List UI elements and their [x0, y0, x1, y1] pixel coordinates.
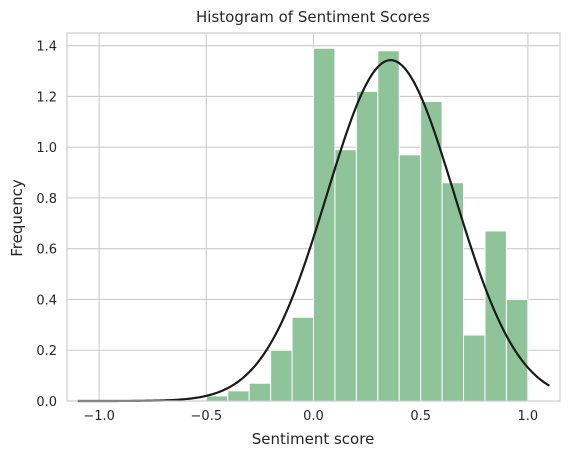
y-axis-label: Frequency: [8, 179, 26, 257]
histogram-bar: [205, 395, 229, 402]
y-tick-label: 1.0: [36, 141, 57, 156]
y-tick-label: 1.4: [36, 40, 57, 55]
histogram-bar: [227, 390, 250, 402]
histogram-bar: [377, 50, 400, 402]
y-tick-label: 0.6: [36, 243, 57, 258]
histogram-bar: [398, 154, 422, 402]
histogram-bar: [248, 382, 272, 402]
histogram-bar: [355, 90, 379, 402]
y-tick-label: 0.2: [36, 344, 57, 359]
x-axis-ticks: −1.0 −0.5 0.0 0.5 1.0: [83, 409, 538, 424]
x-tick-label: −0.5: [191, 409, 223, 424]
x-tick-label: 0.5: [410, 409, 431, 424]
histogram-bar: [291, 316, 314, 402]
y-tick-label: 1.2: [36, 90, 57, 105]
y-tick-label: 0.4: [36, 293, 57, 308]
histogram-bar: [270, 349, 293, 402]
y-axis-ticks: 0.0 0.2 0.4 0.6 0.8 1.0 1.2 1.4: [36, 40, 57, 410]
x-tick-label: 0.0: [303, 409, 324, 424]
histogram-bar: [334, 149, 357, 402]
x-tick-label: 1.0: [518, 409, 539, 424]
histogram-bar: [463, 334, 486, 402]
plot-frame: [66, 32, 561, 402]
y-tick-label: 0.8: [36, 192, 57, 207]
histogram-bar: [505, 298, 529, 402]
y-tick-label: 0.0: [36, 395, 57, 410]
chart-title: Histogram of Sentiment Scores: [196, 8, 430, 26]
x-tick-label: −1.0: [83, 409, 115, 424]
histogram-bars: [205, 47, 529, 402]
x-axis-label: Sentiment score: [252, 430, 375, 448]
